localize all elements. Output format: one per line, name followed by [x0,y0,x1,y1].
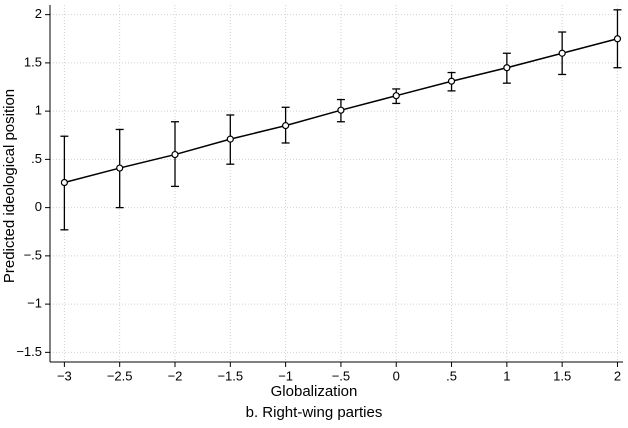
point [337,106,345,114]
caption: b. Right-wing parties [246,404,383,421]
x-tick-label: 1 [503,368,510,383]
x-tick-label: 1.5 [553,368,571,383]
point [282,122,290,130]
point [503,64,511,72]
point [226,135,234,143]
y-tick-label: 0 [35,199,42,214]
x-tick-label: .5 [446,368,457,383]
y-tick-label: −1.5 [16,344,42,359]
x-tick-label: −3 [57,368,72,383]
x-tick-label: −2.5 [107,368,133,383]
point [60,178,68,187]
x-tick-label: 2 [614,368,621,383]
y-tick-label: −1 [27,296,42,311]
point [558,49,566,57]
x-tick-label: −.5 [332,368,350,383]
point [116,164,124,172]
x-tick-label: 0 [393,368,400,383]
y-tick-label: 1 [35,103,42,118]
y-tick-label: .5 [31,151,42,166]
x-axis-label: Globalization [271,383,358,400]
point [447,77,456,85]
y-tick-label: 2 [35,6,42,21]
point [171,150,179,159]
point [392,92,400,100]
y-tick-label: −.5 [24,247,42,262]
x-tick-label: −2 [168,368,183,383]
x-tick-label: −1.5 [217,368,243,383]
x-tick-label: −1 [278,368,293,383]
point [613,35,622,43]
y-axis-label: Predicted ideological position [1,89,18,283]
y-tick-label: 1.5 [24,54,42,69]
